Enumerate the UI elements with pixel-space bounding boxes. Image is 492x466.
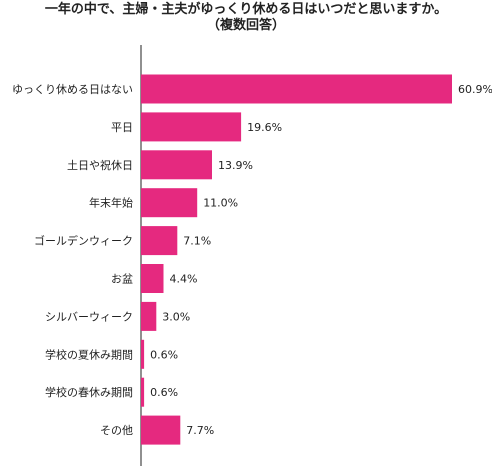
category-label: 土日や祝休日 [67, 158, 133, 172]
category-label: その他 [100, 424, 133, 437]
value-label: 7.7% [186, 424, 214, 437]
bar [141, 188, 198, 218]
value-label: 7.1% [183, 235, 211, 248]
chart-title: 一年の中で、主婦・主夫がゆっくり休める日はいつだと思いますか。 [44, 2, 448, 17]
bar [141, 112, 242, 142]
category-label: ゆっくり休める日はない [12, 83, 133, 96]
bar [141, 264, 164, 293]
category-label: 学校の春休み期間 [45, 385, 133, 399]
value-label: 0.6% [150, 386, 178, 399]
category-label: 学校の夏休み期間 [45, 347, 133, 361]
category-label: 平日 [111, 121, 133, 134]
value-label: 0.6% [150, 348, 178, 361]
bar [141, 150, 212, 180]
bar [141, 74, 452, 104]
value-label: 13.9% [218, 159, 253, 172]
bar [141, 339, 145, 369]
bar [141, 415, 181, 445]
category-label: ゴールデンウィーク [34, 234, 133, 248]
value-label: 11.0% [203, 197, 238, 210]
category-label: お盆 [111, 272, 133, 286]
bar [141, 226, 178, 256]
chart-subtitle: （複数回答） [206, 18, 285, 33]
value-label: 4.4% [170, 273, 198, 286]
value-label: 60.9% [458, 83, 492, 96]
value-label: 19.6% [247, 121, 282, 134]
value-label: 3.0% [162, 310, 190, 323]
bar [141, 377, 145, 407]
bar [141, 301, 157, 331]
category-label: シルバーウィーク [45, 310, 133, 323]
category-label: 年末年始 [89, 196, 133, 210]
